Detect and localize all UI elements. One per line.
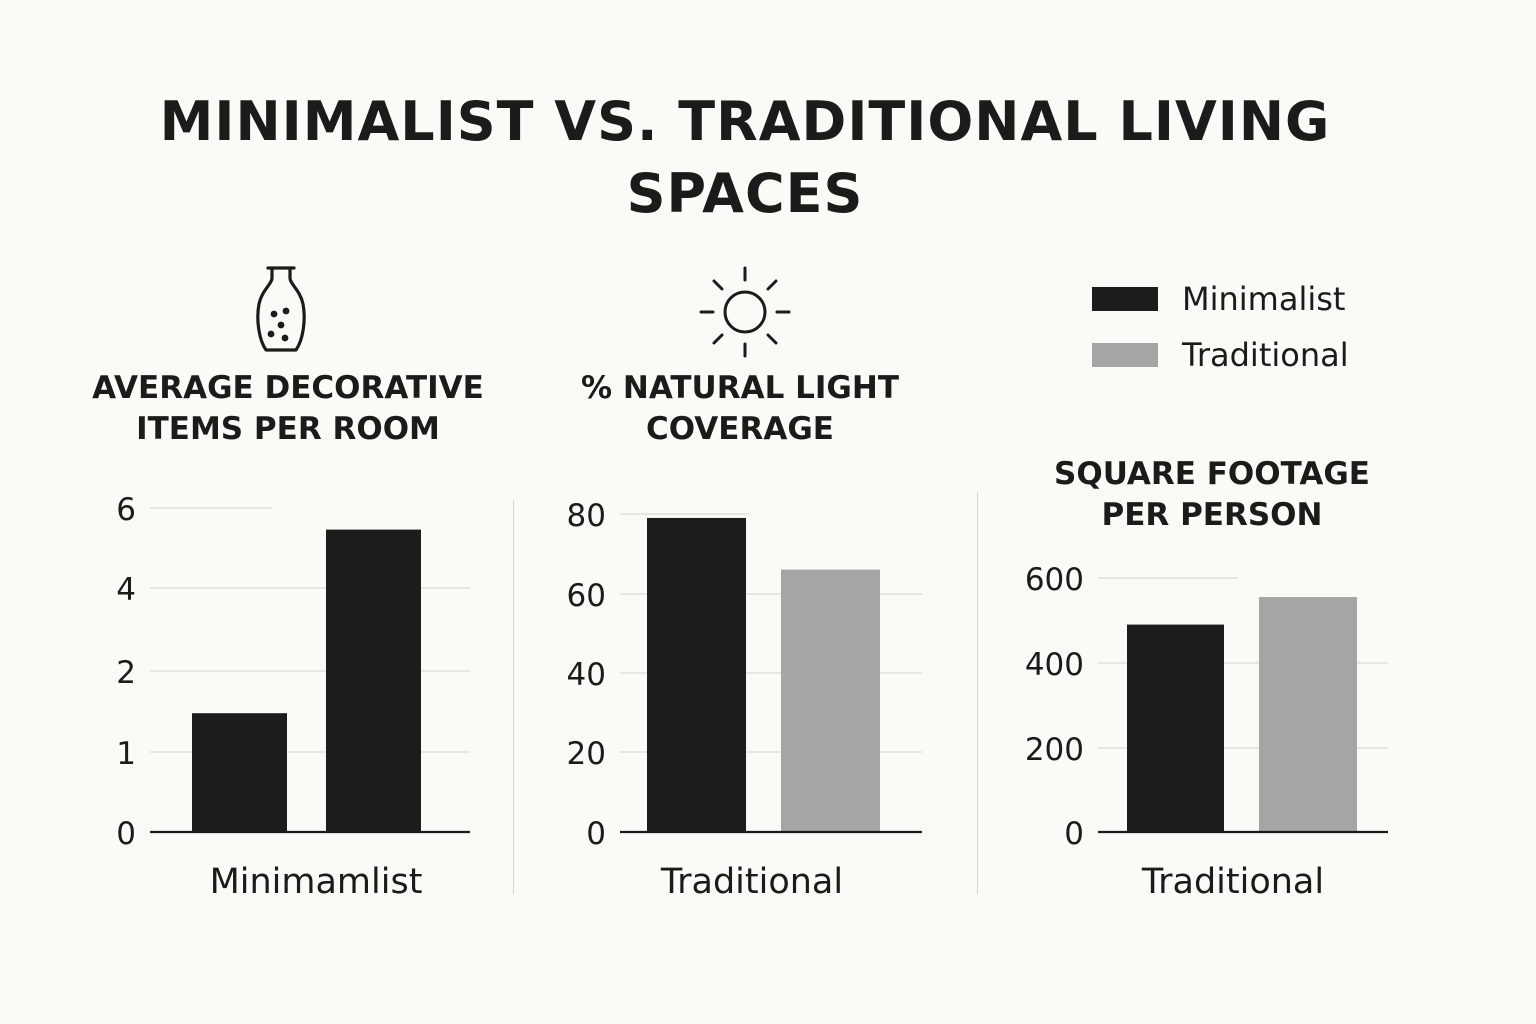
chart-1-bar [192,713,287,832]
chart-1-y-tick-label: 1 [116,736,136,772]
panel-title-square-footage-line-1: SQUARE FOOTAGE [1054,456,1370,492]
chart-3-y-tick-label: 0 [1064,816,1084,852]
chart-2-y-tick-label: 60 [567,578,606,614]
chart-3-bar [1259,597,1357,832]
chart-2-x-axis-label: Traditional [660,862,843,902]
sun-icon [699,266,791,358]
panel-divider-2 [977,492,978,894]
panel-divider-1 [513,500,514,894]
chart-2-y-tick-label: 40 [567,657,606,693]
chart-3-y-tick-label: 600 [1025,562,1084,598]
legend-swatch-minimalist [1092,287,1158,311]
panel-title-square-footage: SQUARE FOOTAGE PER PERSON [1040,454,1384,536]
chart-2-y-tick-label: 0 [586,816,606,852]
chart-1-y-tick-label: 2 [116,655,136,691]
chart-2-y-tick-label: 20 [567,736,606,772]
panel-title-decorative-items-line-2: ITEMS PER ROOM [136,411,440,447]
chart-1-y-tick-label: 4 [116,572,136,608]
chart-2-y-tick-label: 80 [567,498,606,534]
chart-1-x-axis-label: Minimamlist [210,862,423,902]
legend-swatch-traditional [1092,343,1158,367]
panel-title-decorative-items-line-1: AVERAGE DECORATIVE [92,370,484,406]
panel-title-natural-light-line-2: COVERAGE [646,411,834,447]
chart-title: MINIMALIST VS. TRADITIONAL LIVING SPACES [0,86,1490,230]
panel-title-natural-light: % NATURAL LIGHT COVERAGE [570,368,910,450]
chart-2-bar [647,517,746,832]
legend-label-minimalist: Minimalist [1182,280,1346,318]
chart-1-bar [326,529,421,832]
vase-icon [256,266,306,352]
chart-1-y-tick-label: 0 [116,816,136,852]
panel-title-natural-light-line-1: % NATURAL LIGHT [581,370,899,406]
chart-3-x-axis-label: Traditional [1141,862,1324,902]
chart-3-y-tick-label: 200 [1025,732,1084,768]
chart-3-bar [1127,624,1224,832]
chart-3-y-tick-label: 400 [1025,647,1084,683]
legend-label-traditional: Traditional [1182,336,1349,374]
chart-1-y-tick-label: 6 [116,492,136,528]
chart-title-line-1: MINIMALIST VS. TRADITIONAL LIVING [159,90,1331,153]
chart-2-bar [781,569,880,832]
panel-title-square-footage-line-2: PER PERSON [1101,497,1323,533]
chart-title-line-2: SPACES [626,162,864,225]
panel-title-decorative-items: AVERAGE DECORATIVE ITEMS PER ROOM [88,368,488,450]
